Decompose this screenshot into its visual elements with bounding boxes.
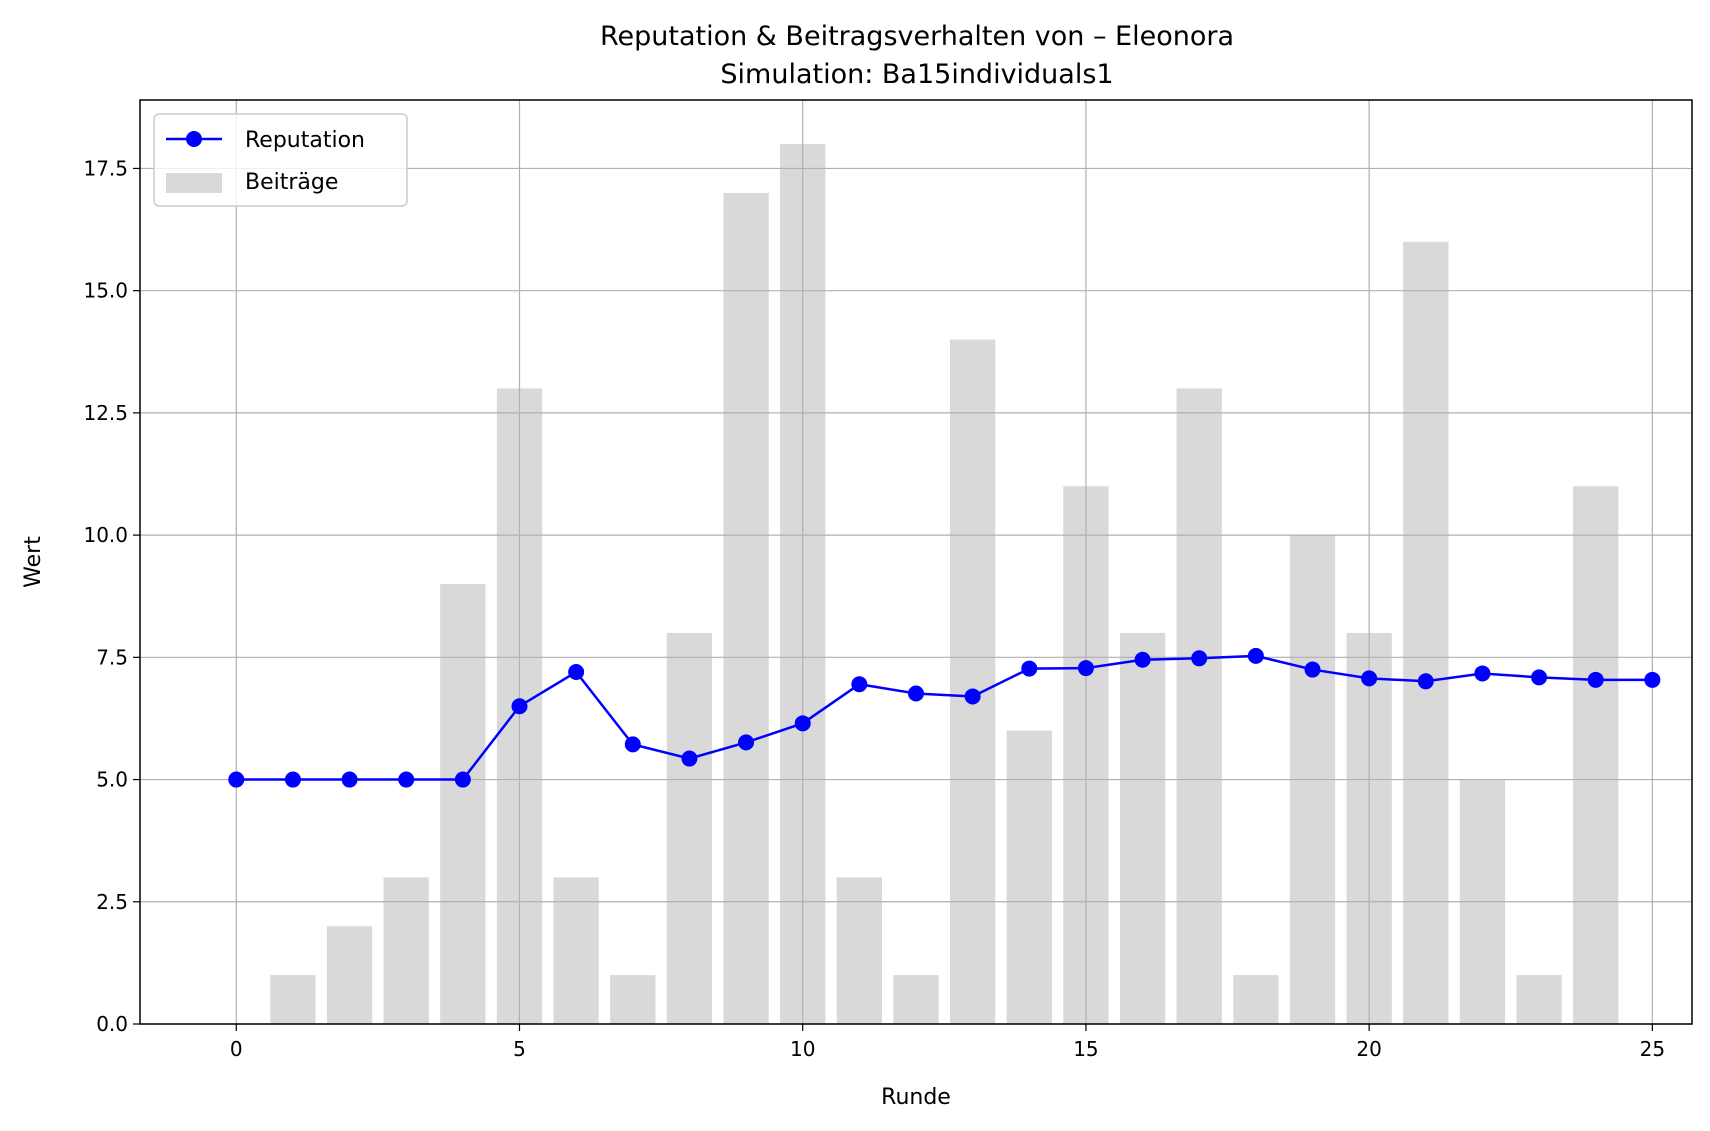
point-reputation-25: [1644, 671, 1661, 688]
bar-beitraege-21: [1403, 241, 1449, 1024]
y-tick-label: 5.0: [96, 768, 128, 792]
point-reputation-9: [738, 734, 755, 751]
bar-beitraege-14: [1006, 730, 1052, 1024]
bar-beitraege-24: [1573, 486, 1619, 1024]
reputation-line: [236, 654, 1653, 781]
legend-beitraege-swatch-icon: [166, 173, 222, 193]
point-reputation-18: [1247, 647, 1264, 664]
bar-beitraege-12: [893, 975, 939, 1024]
bar-beitraege-9: [723, 192, 769, 1024]
x-tick-label: 10: [790, 1037, 815, 1061]
x-tick-label: 25: [1640, 1037, 1665, 1061]
point-reputation-6: [568, 664, 585, 680]
point-reputation-24: [1587, 671, 1604, 688]
point-reputation-22: [1474, 665, 1491, 682]
legend: Reputation Beiträge: [153, 113, 408, 207]
bar-beitraege-2: [326, 926, 373, 1024]
point-reputation-10: [794, 715, 811, 732]
point-reputation-20: [1361, 670, 1378, 687]
point-reputation-14: [1021, 660, 1038, 677]
point-reputation-7: [624, 736, 641, 753]
bar-beitraege-1: [270, 975, 316, 1024]
plot-frame: [139, 99, 1693, 1025]
point-reputation-2: [341, 771, 358, 788]
bar-beitraege-7: [610, 975, 656, 1024]
x-tick-label: 15: [1073, 1037, 1098, 1061]
legend-label-reputation: Reputation: [245, 128, 365, 153]
y-tick-label: 12.5: [83, 401, 128, 425]
point-reputation-12: [908, 685, 924, 702]
bar-beitraege-13: [949, 339, 996, 1024]
y-tick-label: 10.0: [83, 523, 128, 547]
y-tick-label: 15.0: [83, 279, 128, 303]
x-tick-label: 0: [230, 1037, 243, 1061]
legend-label-beitraege: Beiträge: [245, 170, 338, 195]
bar-beitraege-6: [553, 877, 599, 1024]
point-reputation-11: [851, 676, 868, 693]
x-axis: 0 5 10 15 20 25: [230, 1024, 1665, 1061]
x-axis-label: Runde: [881, 1085, 951, 1110]
point-reputation-15: [1077, 660, 1094, 677]
y-axis-label: Wert: [21, 536, 46, 588]
bar-beitraege-17: [1176, 388, 1222, 1024]
point-reputation-1: [284, 771, 301, 788]
point-reputation-19: [1304, 661, 1321, 678]
point-reputation-16: [1134, 651, 1151, 668]
point-reputation-21: [1417, 673, 1434, 690]
bar-beitraege-23: [1516, 975, 1562, 1024]
bar-beitraege-18: [1233, 975, 1279, 1024]
y-tick-label: 0.0: [96, 1012, 128, 1036]
point-reputation-3: [398, 771, 415, 788]
y-tick-label: 7.5: [96, 645, 128, 669]
point-reputation-17: [1191, 650, 1208, 667]
point-reputation-0: [228, 771, 245, 788]
x-tick-label: 5: [513, 1037, 526, 1061]
x-tick-label: 20: [1356, 1037, 1381, 1061]
point-reputation-23: [1531, 669, 1548, 686]
y-axis: 0.0 2.5 5.0 7.5 10.0 12.5 15.0 17.5: [83, 156, 140, 1036]
point-reputation-4: [454, 771, 471, 788]
bar-beitraege-8: [666, 632, 713, 1024]
point-reputation-8: [681, 750, 698, 767]
chart-title: Reputation & Beitragsverhalten von – Ele…: [600, 21, 1234, 52]
bar-beitraege-11: [836, 877, 883, 1024]
chart-subtitle: Simulation: Ba15individuals1: [720, 59, 1113, 90]
legend-reputation-marker-icon: [186, 131, 202, 147]
bar-beitraege-4: [440, 584, 486, 1024]
bar-beitraege-3: [383, 877, 429, 1024]
y-tick-label: 17.5: [83, 156, 128, 180]
y-tick-label: 2.5: [96, 890, 128, 914]
grid-lines: [140, 100, 1692, 1025]
point-reputation-13: [964, 688, 981, 705]
point-reputation-5: [511, 698, 528, 715]
line-series-reputation: [228, 647, 1661, 788]
bar-series-beitraege: [270, 144, 1619, 1024]
bar-beitraege-16: [1119, 632, 1166, 1024]
